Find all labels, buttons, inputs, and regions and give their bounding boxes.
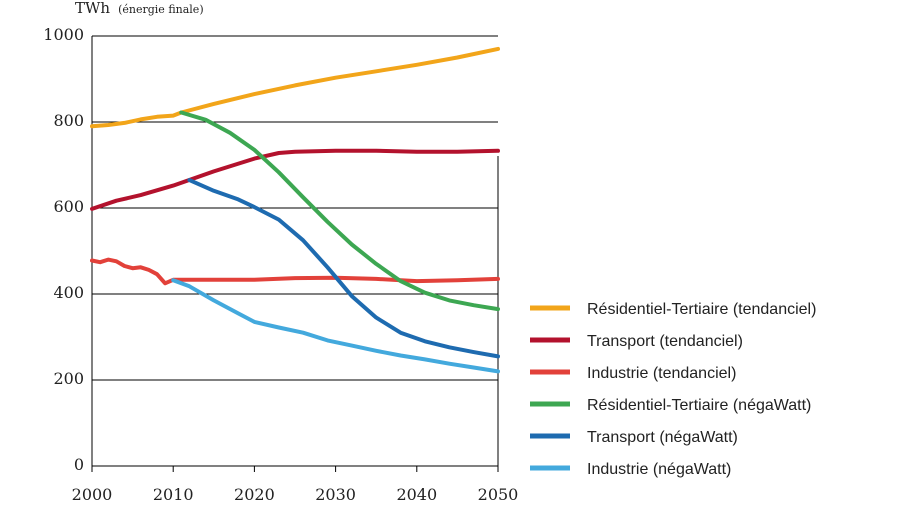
x-tick-2030: 2030 [315, 485, 356, 504]
y-axis-subtitle: (énergie finale) [118, 3, 204, 16]
series-line-3 [179, 110, 500, 312]
y-axis-unit: TWh [75, 0, 110, 17]
y-tick-600: 600 [53, 197, 84, 216]
y-tick-800: 800 [53, 111, 84, 130]
y-axis-title: TWh (énergie finale) [75, 0, 204, 17]
y-tick-1000: 1000 [43, 25, 84, 44]
series-line-5 [171, 278, 500, 374]
y-tick-0: 0 [74, 455, 84, 474]
grid [91, 35, 499, 472]
x-tick-2020: 2020 [234, 485, 275, 504]
legend-label-3: Résidentiel-Tertiaire (négaWatt) [587, 397, 811, 414]
legend-label-1: Transport (tendanciel) [587, 333, 743, 350]
series-line-4 [187, 178, 500, 359]
x-tick-2000: 2000 [72, 485, 113, 504]
series-line-2 [90, 257, 500, 286]
series-line-0 [90, 46, 500, 129]
x-tick-2010: 2010 [153, 485, 194, 504]
x-tick-2040: 2040 [396, 485, 437, 504]
legend-label-5: Industrie (négaWatt) [587, 461, 731, 478]
y-tick-400: 400 [53, 283, 84, 302]
y-tick-labels: 0 200 400 600 800 1000 [43, 25, 84, 474]
legend-label-0: Résidentiel-Tertiaire (tendanciel) [587, 301, 816, 318]
y-tick-200: 200 [53, 369, 84, 388]
legend-label-4: Transport (négaWatt) [587, 429, 738, 446]
legend-label-2: Industrie (tendanciel) [587, 365, 736, 382]
x-tick-labels: 2000 2010 2020 2030 2040 2050 [72, 485, 519, 504]
series-lines [90, 46, 500, 374]
legend: Résidentiel-Tertiaire (tendanciel) Transp… [530, 301, 816, 478]
series-line-1 [90, 148, 500, 211]
x-tick-2050: 2050 [478, 485, 519, 504]
